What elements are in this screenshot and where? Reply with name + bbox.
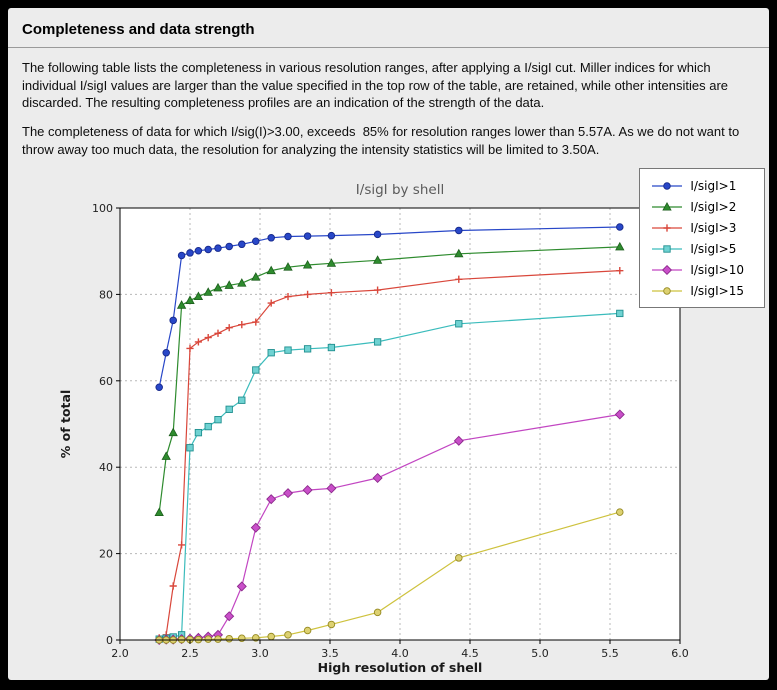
report-panel: Completeness and data strength The follo… (8, 8, 769, 680)
description-paragraph-2: The completeness of data for which I/sig… (22, 124, 743, 157)
completeness-chart: 2.0 2.5 3.0 3.5 4.0 4.5 5.0 5.5 6.0020406080100 … (58, 182, 689, 675)
chart-title: I/sigI by shell (356, 182, 444, 198)
legend-item: I/sigI>1 (650, 175, 744, 196)
y-axis-label: % of total (58, 390, 73, 459)
x-tick-label: 4.0 (391, 647, 409, 660)
legend-marker-plus-icon (652, 223, 683, 232)
legend-label: I/sigI>10 (690, 262, 744, 277)
description-paragraph-1: The following table lists the completene… (22, 60, 732, 111)
x-tick-label: 2.0 (111, 647, 129, 660)
legend-label: I/sigI>5 (690, 241, 737, 256)
y-tick-label: 20 (99, 548, 113, 561)
series-I/sigI>1 (155, 223, 624, 392)
legend-item: I/sigI>3 (650, 217, 744, 238)
legend-marker-circle-icon (652, 181, 683, 190)
legend-marker-triangle-icon (652, 201, 683, 210)
legend-label: I/sigI>2 (690, 199, 737, 214)
y-tick-label: 40 (99, 461, 113, 474)
x-tick-label: 5.5 (601, 647, 619, 660)
y-tick-label: 80 (99, 288, 113, 301)
chart-legend: I/sigI>1 I/sigI>2 I/sigI>3 I/sigI>5 I/sigI>1… (639, 168, 765, 308)
legend-label: I/sigI>1 (690, 178, 737, 193)
legend-item: I/sigI>15 (650, 280, 744, 301)
legend-label: I/sigI>15 (690, 283, 744, 298)
title-divider (8, 47, 769, 48)
x-axis-label: High resolution of shell (318, 660, 483, 675)
x-tick-label: 6.0 (671, 647, 689, 660)
legend-marker-diamond-icon (652, 264, 683, 275)
x-tick-label: 5.0 (531, 647, 549, 660)
x-tick-label: 4.5 (461, 647, 479, 660)
legend-marker-circle-icon (652, 286, 683, 295)
x-tick-label: 3.5 (321, 647, 339, 660)
series-I/sigI>3 (155, 267, 624, 642)
legend-item: I/sigI>2 (650, 196, 744, 217)
x-tick-label: 3.0 (251, 647, 269, 660)
y-tick-label: 100 (92, 202, 113, 215)
legend-label: I/sigI>3 (690, 220, 737, 235)
x-tick-label: 2.5 (181, 647, 199, 660)
series-I/sigI>2 (154, 241, 625, 517)
page-title: Completeness and data strength (22, 21, 255, 38)
legend-item: I/sigI>5 (650, 238, 744, 259)
legend-marker-square-icon (652, 244, 683, 253)
chart-area: 2.0 2.5 3.0 3.5 4.0 4.5 5.0 5.5 6.0 0 20 40 60 80 100 … (8, 163, 769, 680)
y-tick-label: 60 (99, 375, 113, 388)
legend-item: I/sigI>10 (650, 259, 744, 280)
y-tick-label: 0 (106, 634, 113, 647)
plot-region: 2.0 2.5 3.0 3.5 4.0 4.5 5.0 5.5 6.0 0 20 40 60 80 100 (92, 202, 689, 660)
